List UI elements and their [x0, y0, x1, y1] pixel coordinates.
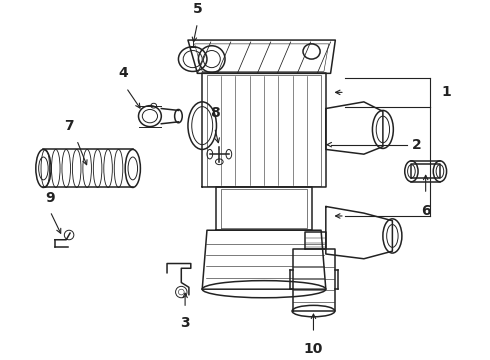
Text: 5: 5	[193, 2, 202, 16]
Text: 4: 4	[119, 66, 128, 80]
Text: 2: 2	[412, 138, 421, 152]
Text: 8: 8	[210, 106, 220, 120]
Text: 9: 9	[45, 190, 55, 204]
Text: 6: 6	[421, 204, 431, 217]
Text: 1: 1	[442, 85, 452, 99]
Text: 3: 3	[180, 316, 190, 330]
Text: 7: 7	[64, 119, 74, 133]
Text: 10: 10	[304, 342, 323, 356]
